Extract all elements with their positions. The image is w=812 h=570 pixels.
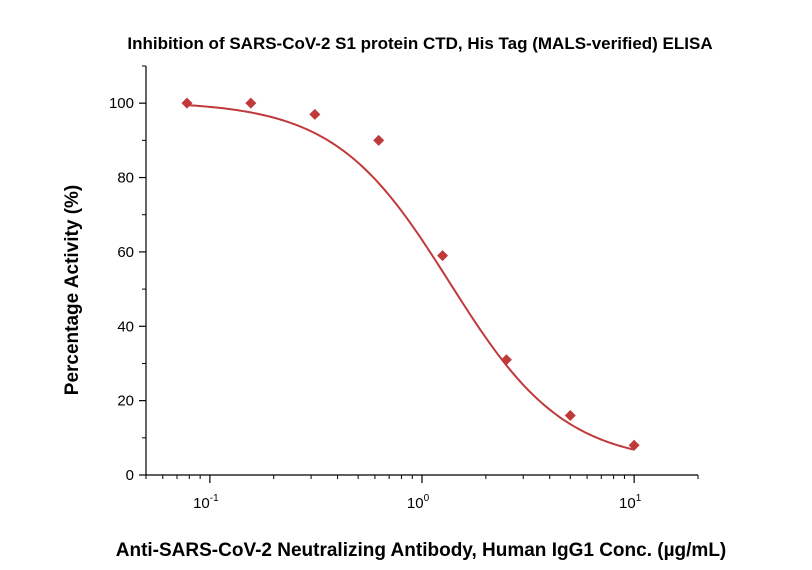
- data-point: [564, 410, 576, 422]
- x-tick-base: 10: [407, 495, 424, 512]
- y-tick-label: 60: [117, 244, 134, 261]
- x-tick-label: 10-1: [193, 493, 219, 512]
- y-axis-ticks: 0 20 40 60 80 100: [109, 65, 146, 484]
- x-tick-label: 100: [407, 493, 430, 512]
- y-tick-label: 0: [126, 467, 134, 484]
- y-tick-label: 20: [117, 393, 134, 410]
- data-point: [373, 134, 385, 146]
- x-axis-label: Anti-SARS-CoV-2 Neutralizing Antibody, H…: [116, 540, 727, 561]
- data-point: [181, 97, 193, 109]
- data-point: [628, 439, 640, 451]
- chart-title: Inhibition of SARS-CoV-2 S1 protein CTD,…: [127, 34, 712, 53]
- data-point: [245, 97, 257, 109]
- fit-curve: [186, 104, 635, 451]
- data-point: [437, 250, 449, 262]
- x-tick-exponent: -1: [210, 493, 219, 504]
- y-tick-label: 40: [117, 318, 134, 335]
- data-point: [309, 108, 321, 120]
- data-point: [500, 354, 512, 366]
- y-axis-label: Percentage Activity (%): [62, 185, 83, 395]
- data-points: [181, 97, 640, 451]
- x-tick-label: 101: [619, 493, 642, 512]
- y-tick-label: 100: [109, 95, 134, 112]
- x-tick-base: 10: [619, 495, 636, 512]
- y-tick-label: 80: [117, 170, 134, 187]
- x-tick-exponent: 1: [636, 493, 642, 504]
- x-axis-ticks: 10-1 100 101: [145, 475, 699, 512]
- x-tick-base: 10: [193, 495, 210, 512]
- x-tick-exponent: 0: [424, 493, 430, 504]
